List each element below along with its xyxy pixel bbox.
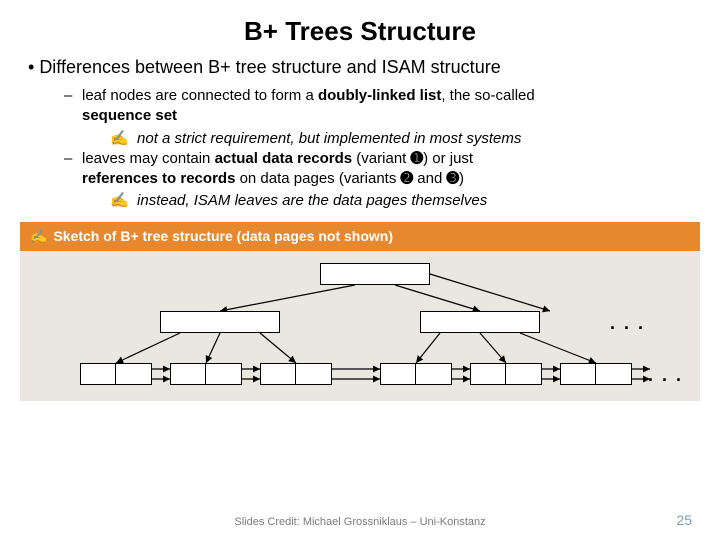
mid-node-right xyxy=(420,311,540,333)
text: and xyxy=(413,170,446,187)
leaf-node-3 xyxy=(380,363,452,385)
leaf-node-4 xyxy=(470,363,542,385)
text: leaf nodes are connected to form a xyxy=(82,87,318,104)
page-title: B+ Trees Structure xyxy=(0,0,720,57)
mid-node-left xyxy=(160,311,280,333)
root-node xyxy=(320,263,430,285)
leaf-node-2 xyxy=(260,363,332,385)
text: ) xyxy=(459,170,464,187)
bold-text: sequence set xyxy=(82,107,177,124)
leaf-node-5 xyxy=(560,363,632,385)
page-number: 25 xyxy=(676,512,692,528)
text: (variant xyxy=(352,150,410,167)
ellipsis-upper: . . . xyxy=(610,313,645,334)
sub-note-1: ✍ not a strict requirement, but implemen… xyxy=(64,129,692,149)
text: leaves may contain xyxy=(82,150,215,167)
note-text: instead, ISAM leaves are the data pages … xyxy=(137,192,487,209)
bold-text: references to records xyxy=(82,170,235,187)
bold-text: doubly-linked list xyxy=(318,87,441,104)
sub-note-2: ✍ instead, ISAM leaves are the data page… xyxy=(64,191,692,211)
footer-credit: Slides Credit: Michael Grossniklaus – Un… xyxy=(0,516,720,528)
note-text: not a strict requirement, but implemente… xyxy=(137,130,521,147)
note-icon: ✍ xyxy=(110,130,129,147)
tree-diagram: . . . . . . xyxy=(20,251,700,401)
text: on data pages (variants xyxy=(235,170,400,187)
sub-item-2: –leaves may contain actual data records … xyxy=(64,149,692,190)
content-block: Differences between B+ tree structure an… xyxy=(0,57,720,212)
ellipsis-lower: . . . xyxy=(648,365,683,386)
circled-3-icon: ➌ xyxy=(446,169,459,189)
callout-bar: ✍ Sketch of B+ tree structure (data page… xyxy=(20,222,700,251)
leaf-node-1 xyxy=(170,363,242,385)
sub-list: –leaf nodes are connected to form a doub… xyxy=(28,86,692,212)
callout-icon: ✍ xyxy=(30,228,47,245)
bold-text: actual data records xyxy=(215,150,353,167)
circled-2-icon: ➋ xyxy=(401,169,414,189)
text: ) or just xyxy=(423,150,473,167)
sub-item-1: –leaf nodes are connected to form a doub… xyxy=(64,86,692,127)
leaf-node-0 xyxy=(80,363,152,385)
main-bullet: Differences between B+ tree structure an… xyxy=(28,57,692,78)
circled-1-icon: ➊ xyxy=(411,149,424,169)
note-icon: ✍ xyxy=(110,192,129,209)
text: , the so-called xyxy=(441,87,534,104)
callout-text: Sketch of B+ tree structure (data pages … xyxy=(53,228,393,244)
